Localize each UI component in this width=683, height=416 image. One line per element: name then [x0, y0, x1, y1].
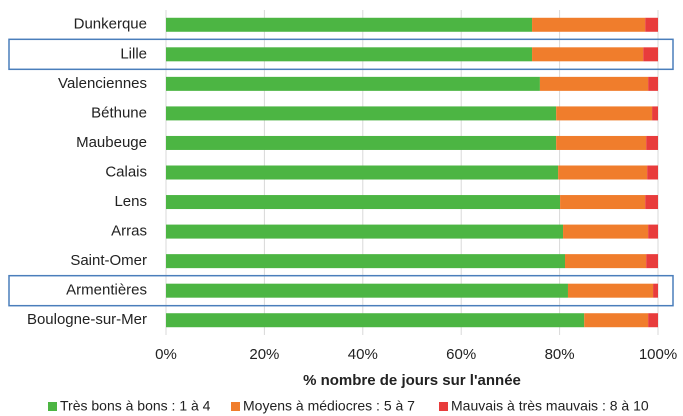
bar-segment: [556, 106, 653, 121]
bar-segment: [652, 106, 658, 121]
bar-segment: [166, 165, 559, 180]
bar-segment: [166, 76, 540, 91]
legend-label: Très bons à bons : 1 à 4: [60, 398, 211, 414]
y-tick-label: Maubeuge: [76, 134, 147, 151]
bar-segment: [643, 47, 658, 62]
bar-segment: [646, 135, 658, 150]
legend-swatch: [48, 402, 57, 411]
y-tick-label: Lens: [114, 193, 147, 210]
y-tick-label: Arras: [111, 223, 147, 240]
bar-segment: [653, 283, 658, 298]
bar-segment: [556, 135, 647, 150]
y-tick-label: Armentières: [66, 282, 147, 299]
bar-segment: [648, 224, 658, 239]
bar-segment: [166, 283, 568, 298]
bar-segment: [166, 313, 585, 328]
bar-segment: [584, 313, 649, 328]
bar-segment: [166, 224, 564, 239]
x-tick-label: 40%: [348, 346, 378, 363]
legend-swatch: [231, 402, 240, 411]
y-tick-label: Dunkerque: [74, 16, 147, 33]
bar-segment: [166, 254, 566, 269]
bar-segment: [560, 195, 646, 210]
y-tick-label: Valenciennes: [58, 75, 147, 92]
highlight-box: [8, 274, 674, 307]
x-tick-label: 100%: [639, 346, 677, 363]
highlight-box: [8, 38, 674, 71]
legend-label: Moyens à médiocres : 5 à 7: [243, 398, 415, 414]
bar-segment: [647, 165, 658, 180]
bar-segment: [558, 165, 648, 180]
y-tick-label: Béthune: [91, 104, 147, 121]
y-tick-label: Boulogne-sur-Mer: [27, 311, 147, 328]
bar-segment: [648, 313, 658, 328]
bar-segment: [539, 76, 649, 91]
y-tick-label: Lille: [120, 45, 147, 62]
bar-segment: [648, 76, 658, 91]
bar-segment: [166, 47, 533, 62]
bar-segment: [645, 17, 658, 32]
bar-segment: [645, 195, 658, 210]
x-tick-label: 0%: [155, 346, 177, 363]
bar-segment: [567, 283, 654, 298]
bar-segment: [166, 135, 557, 150]
bar-segment: [166, 106, 557, 121]
legend-label: Mauvais à très mauvais : 8 à 10: [451, 398, 649, 414]
legend-swatch: [439, 402, 448, 411]
bar-segment: [166, 17, 533, 32]
bar-segment: [166, 195, 561, 210]
x-axis-title: % nombre de jours sur l'année: [303, 372, 521, 389]
bar-segment: [532, 47, 644, 62]
bar-segment: [565, 254, 647, 269]
x-tick-label: 80%: [545, 346, 575, 363]
y-tick-label: Saint-Omer: [70, 252, 147, 269]
bar-segment: [563, 224, 649, 239]
x-tick-label: 20%: [249, 346, 279, 363]
bar-segment: [646, 254, 658, 269]
bar-segment: [532, 17, 646, 32]
y-tick-label: Calais: [105, 163, 147, 180]
x-tick-label: 60%: [446, 346, 476, 363]
